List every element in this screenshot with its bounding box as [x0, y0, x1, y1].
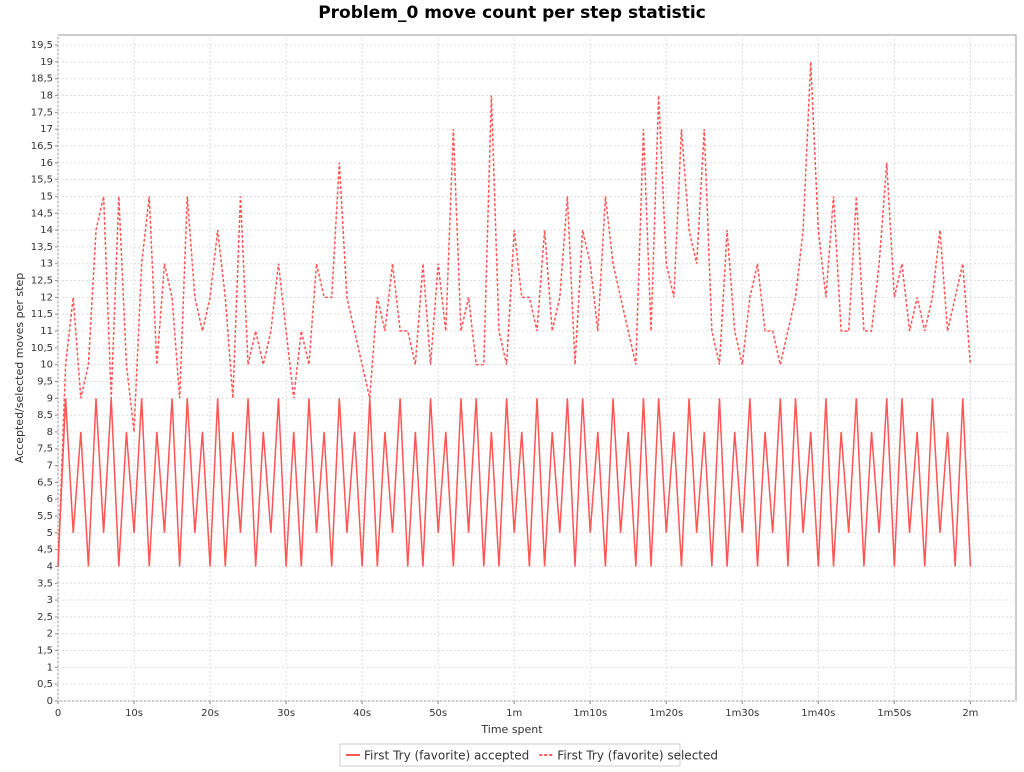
x-tick-label: 1m50s [877, 708, 911, 719]
y-tick-label: 5,5 [37, 511, 53, 522]
x-tick-label: 1m10s [573, 708, 607, 719]
y-axis-label: Accepted/selected moves per step [13, 273, 26, 463]
y-tick-label: 12,5 [31, 276, 53, 287]
y-tick-label: 10 [40, 360, 53, 371]
y-tick-label: 13,5 [31, 242, 53, 253]
y-tick-label: 17,5 [31, 107, 53, 118]
y-tick-label: 0 [47, 696, 53, 707]
x-tick-label: 1m [506, 708, 522, 719]
y-tick-label: 3,5 [37, 578, 53, 589]
y-tick-label: 1 [47, 662, 53, 673]
y-tick-label: 6,5 [37, 477, 53, 488]
y-tick-label: 4,5 [37, 545, 53, 556]
y-tick-label: 11,5 [31, 309, 53, 320]
chart-title: Problem_0 move count per step statistic [318, 3, 706, 23]
y-tick-label: 2 [47, 629, 53, 640]
x-tick-label: 30s [277, 708, 295, 719]
plot-area [57, 34, 1017, 702]
y-tick-label: 1,5 [37, 646, 53, 657]
x-tick-label: 40s [353, 708, 371, 719]
y-tick-label: 15 [40, 191, 53, 202]
y-tick-label: 4 [47, 561, 53, 572]
y-tick-label: 15,5 [31, 175, 53, 186]
y-tick-label: 16 [40, 158, 53, 169]
y-tick-label: 12 [40, 292, 53, 303]
y-tick-label: 7,5 [37, 444, 53, 455]
y-tick-label: 2,5 [37, 612, 53, 623]
y-tick-label: 19,5 [31, 40, 53, 51]
y-tick-label: 5 [47, 528, 53, 539]
y-tick-label: 0,5 [37, 679, 53, 690]
x-tick-label: 1m40s [801, 708, 835, 719]
y-tick-label: 10,5 [31, 343, 53, 354]
x-tick-label: 1m30s [725, 708, 759, 719]
legend-label: First Try (favorite) accepted [364, 749, 529, 763]
y-tick-label: 9,5 [37, 376, 53, 387]
legend [339, 743, 681, 767]
x-tick-label: 20s [201, 708, 219, 719]
x-tick-label: 2m [962, 708, 978, 719]
y-tick-label: 7 [47, 461, 53, 472]
y-tick-label: 9 [47, 393, 53, 404]
y-tick-label: 3 [47, 595, 53, 606]
y-tick-label: 18 [40, 91, 53, 102]
y-tick-label: 11 [40, 326, 53, 337]
x-tick-label: 50s [429, 708, 447, 719]
x-axis-label: Time spent [480, 723, 543, 736]
y-tick-label: 18,5 [31, 74, 53, 85]
series-line [57, 61, 972, 567]
y-tick-label: 14 [40, 225, 53, 236]
y-tick-label: 14,5 [31, 208, 53, 219]
x-tick-label: 1m20s [649, 708, 683, 719]
x-tick-label: 0 [55, 708, 61, 719]
y-tick-label: 8 [47, 427, 53, 438]
y-tick-label: 19 [40, 57, 53, 68]
y-tick-label: 8,5 [37, 410, 53, 421]
y-tick-label: 13 [40, 259, 53, 270]
series-line [57, 398, 972, 567]
y-tick-label: 16,5 [31, 141, 53, 152]
y-tick-label: 6 [47, 494, 53, 505]
y-tick-label: 17 [40, 124, 53, 135]
legend-label: First Try (favorite) selected [557, 749, 718, 763]
x-tick-label: 10s [125, 708, 143, 719]
